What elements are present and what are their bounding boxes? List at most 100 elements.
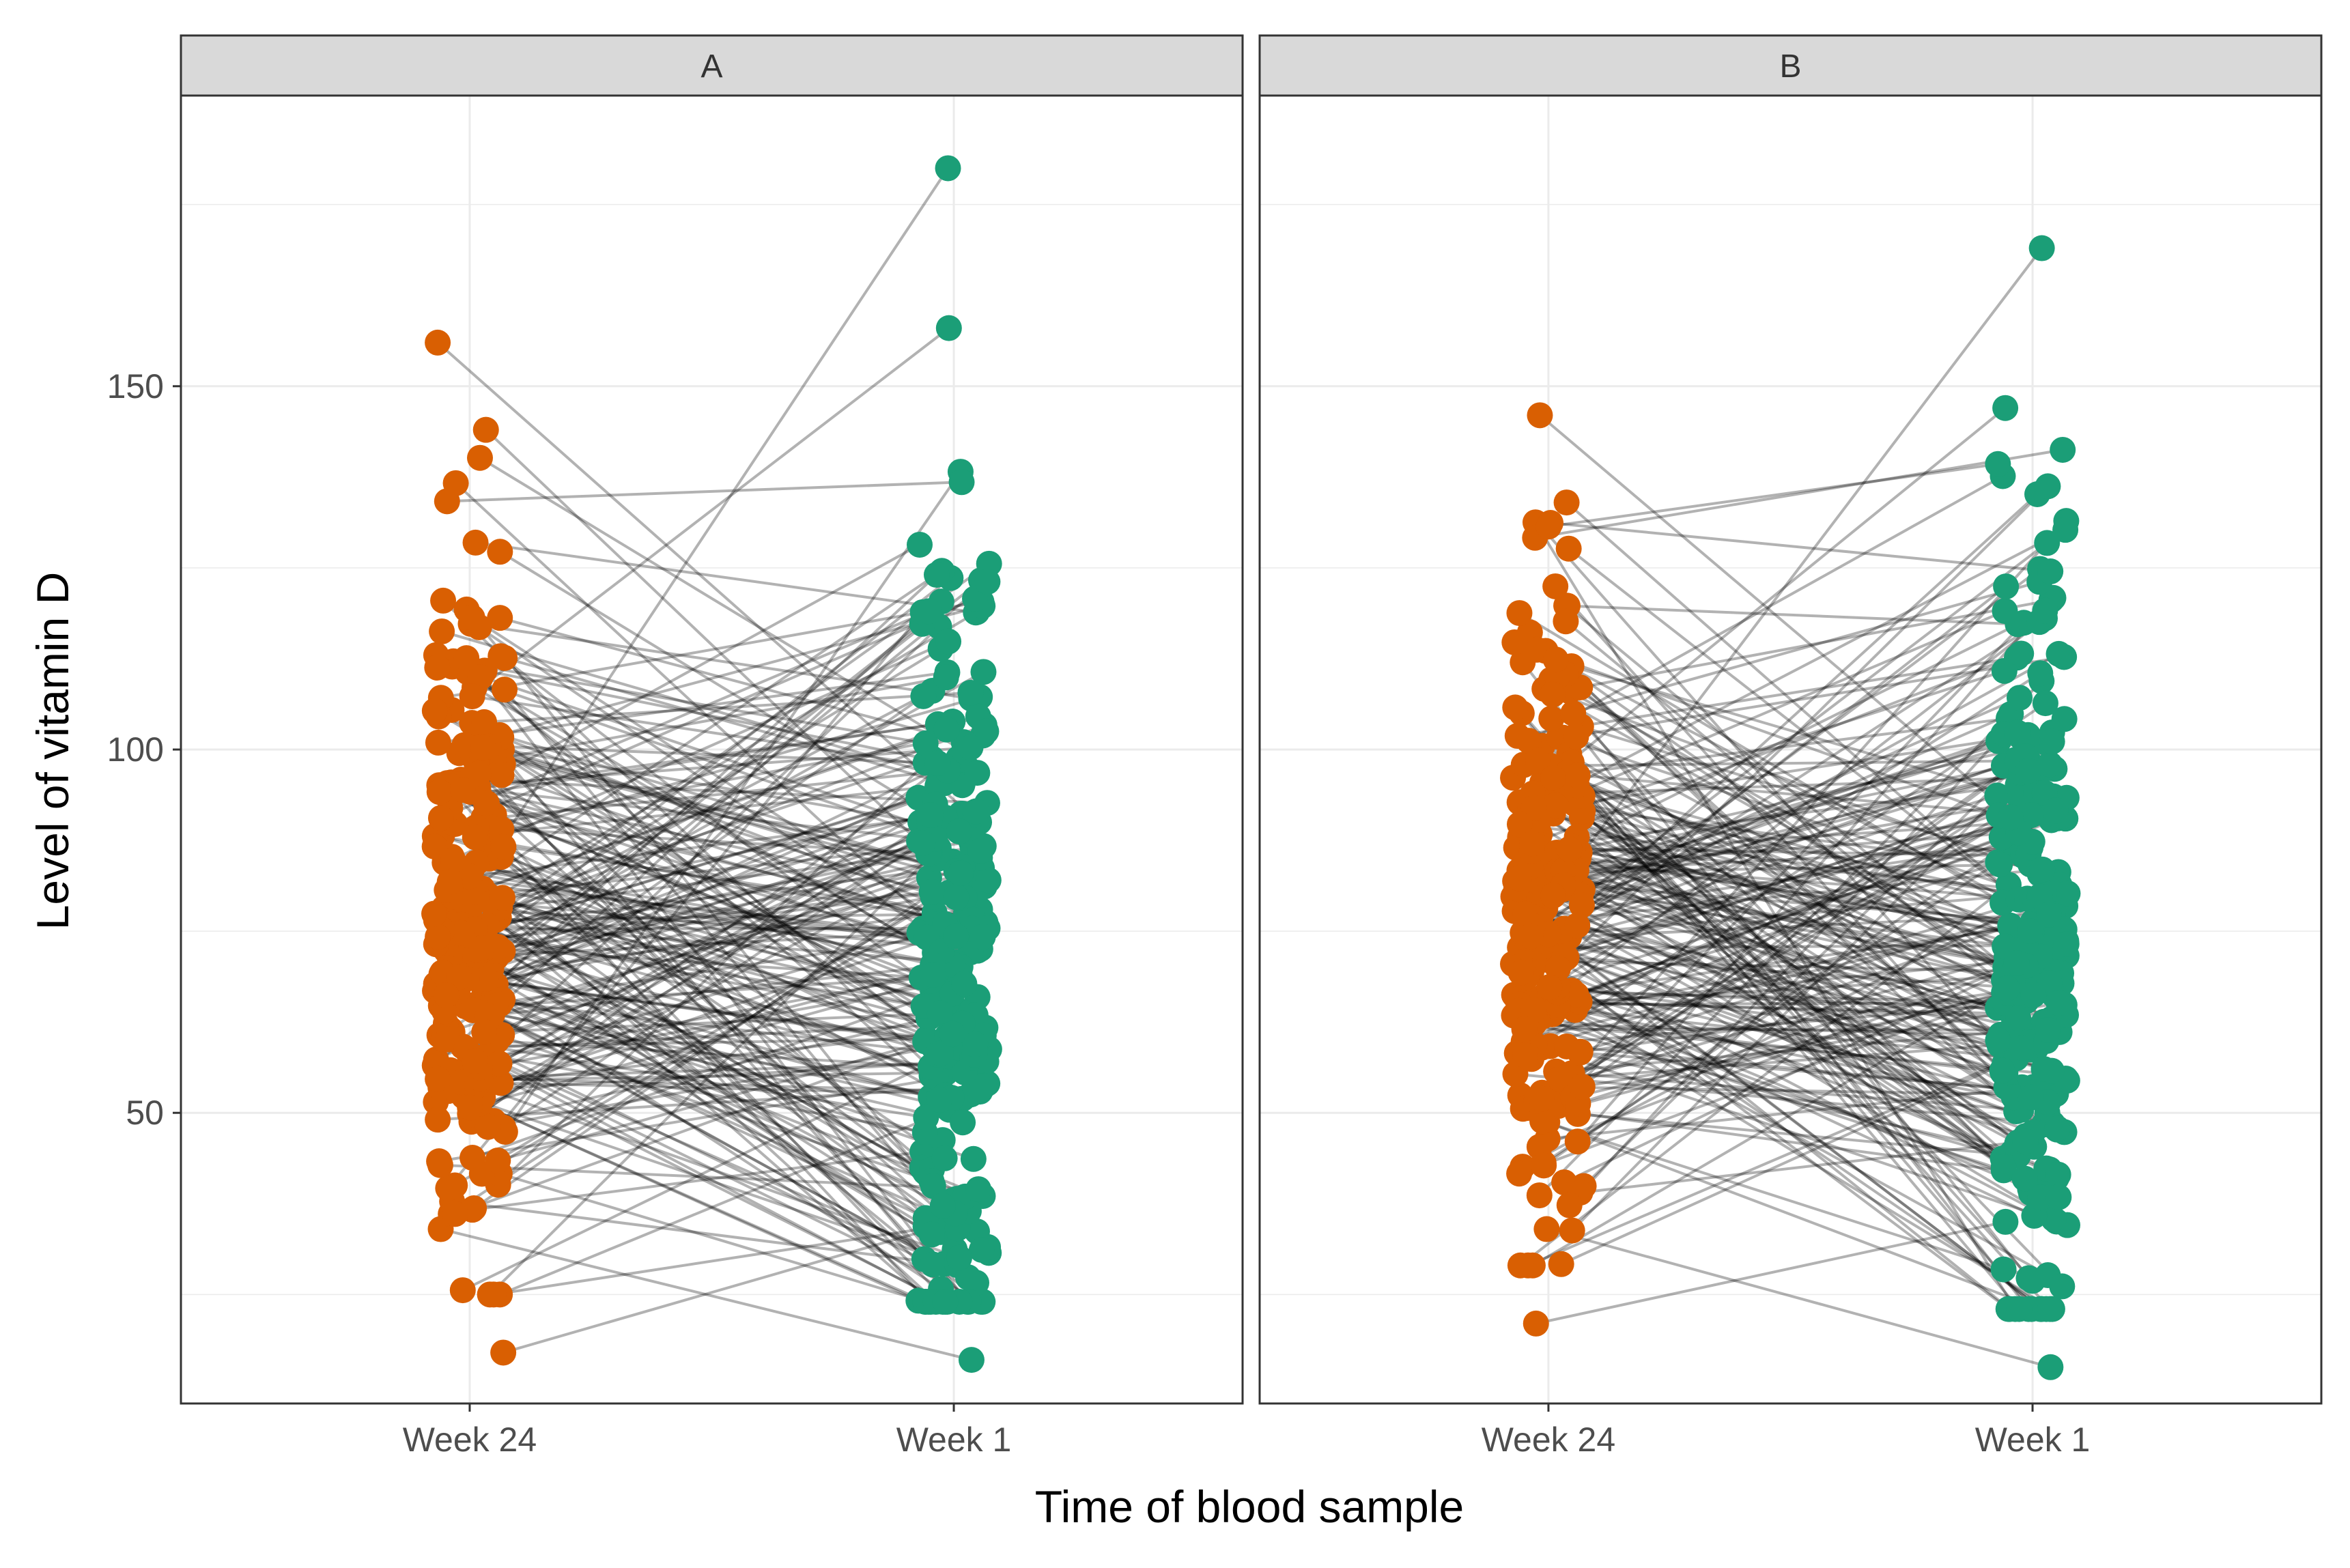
point-week-1 [1993,573,2020,600]
pair-line [1552,693,2026,963]
pair-line [477,784,938,837]
pair-line [487,840,972,896]
pair-line [1522,956,2050,1171]
pair-line [1548,872,2022,968]
pair-line [446,889,948,1003]
pair-line [1568,547,2020,901]
pair-line [1536,937,2058,1130]
pair-line [487,670,985,948]
point-week-1 [2008,640,2035,667]
point-week-1 [1992,1208,2019,1235]
pair-line [1524,1027,2048,1032]
pair-line [1529,905,2038,1087]
point-week-24 [1527,402,1553,429]
pair-line [456,912,966,922]
pair-line [1570,954,2067,1006]
pair-line [1525,792,2037,1109]
point-week-24 [440,847,466,874]
pair-line [459,879,933,993]
pair-line [1554,585,2008,1089]
point-week-24 [1540,883,1566,909]
pair-line [436,666,936,840]
point-week-24 [1538,705,1565,732]
pair-line [443,569,943,909]
pair-line [504,656,939,783]
pair-line [1579,818,2052,854]
pair-line [477,1084,960,1259]
pair-line [1563,965,2017,1184]
point-week-24 [468,935,495,961]
point-week-1 [2015,758,2041,784]
pair-line [493,676,947,761]
pair-line [451,1199,945,1266]
point-week-1 [967,838,994,864]
pair-line [1542,809,2057,1167]
pair-line [442,577,952,977]
pair-lines [1512,247,2068,1369]
point-week-1 [920,962,946,988]
pair-line [1577,247,2043,859]
pair-line [1557,621,2025,1107]
point-week-1 [962,1031,989,1057]
pair-line [1563,655,2065,739]
pair-line [487,745,974,1059]
pair-line [1520,959,2056,974]
pair-line [471,722,929,1020]
pair-line [499,604,983,737]
point-week-1 [2051,706,2078,732]
pair-line [1518,1009,2005,1172]
point-week-1 [974,569,1001,595]
pair-line [1538,880,2045,1023]
pair-line [1533,806,2050,984]
point-week-24 [459,683,485,710]
pair-line [447,1038,958,1265]
pair-line [499,901,978,952]
point-week-1 [2027,1184,2054,1211]
point-week-24 [1535,513,1562,540]
pair-line [1567,604,2018,626]
point-week-1 [957,734,984,760]
pair-line [1568,732,2005,1206]
pair-line [1514,1014,2003,1074]
point-week-24 [1501,629,1528,655]
pair-lines [434,167,990,1362]
pair-line [1558,735,2045,900]
pair-line [1544,907,2000,1046]
pair-line [498,803,936,1065]
pair-line [447,611,924,1190]
pair-line [1571,740,2054,1232]
pair-line [1553,769,2028,897]
pair-line [437,935,944,1208]
pair-line [1555,658,2035,997]
pair-line [1519,946,2048,1311]
pair-line [1533,814,2063,1012]
pair-line [499,1003,984,1197]
pair-line [445,562,990,952]
pair-line [501,827,929,855]
pair-line [475,761,969,1303]
pair-line [1518,612,2004,904]
pair-line [1571,519,2067,1074]
pair-line [479,720,953,795]
point-week-1 [1985,1027,2011,1053]
point-week-24 [481,1281,507,1308]
point-week-1 [2003,950,2030,976]
point-week-1 [2012,1128,2039,1154]
pair-line [449,722,939,795]
pair-line [1540,840,2033,918]
point-week-1 [1998,804,2024,831]
point-week-1 [920,1173,946,1199]
pair-line [1569,913,2053,939]
point-week-1 [943,884,969,911]
pair-line [1576,597,2055,1143]
point-week-1 [2038,1057,2065,1084]
pair-line [1514,909,2037,1034]
point-week-1 [935,155,961,182]
pair-line [1572,991,2009,1099]
pair-line [484,1012,940,1034]
pair-line [1572,989,2018,1011]
point-week-24 [487,1070,514,1096]
pair-line [1576,784,2030,932]
pair-line [1577,962,2018,1105]
pair-line [1563,758,2015,930]
